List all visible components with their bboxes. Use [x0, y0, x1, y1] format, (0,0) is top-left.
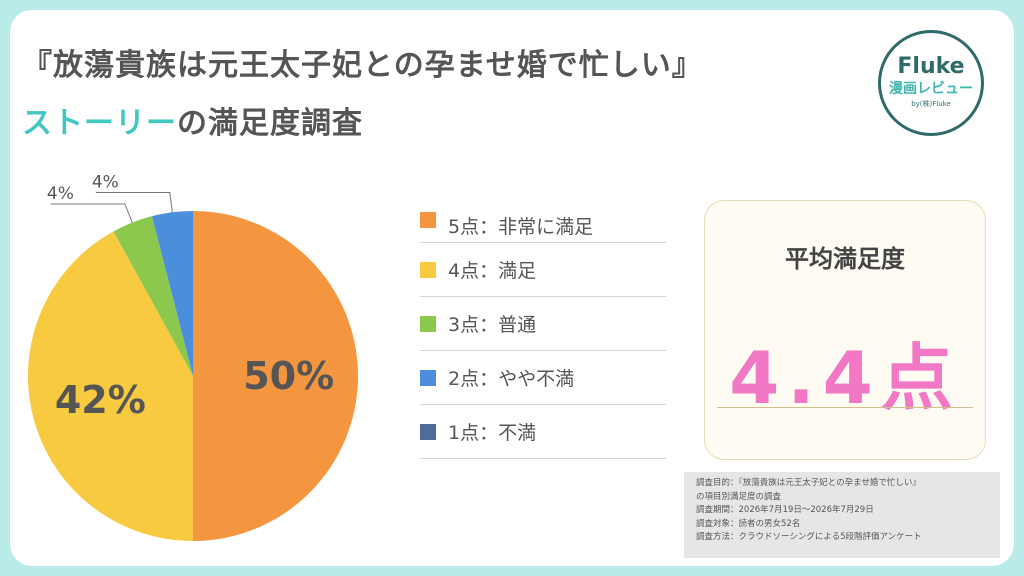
page-title: 『放蕩貴族は元王太子妃との孕ませ婚で忙しい』	[22, 48, 703, 83]
page-subtitle: ストーリーの満足度調査	[22, 98, 363, 142]
fluke-logo: Fluke 漫画レビュー by(株)Fluke	[878, 30, 984, 136]
pie-slice	[113, 216, 193, 376]
chart-legend: 5点：非常に満足 4点：満足 3点：普通 2点：やや不満 1点：不満	[420, 204, 666, 459]
legend-swatch	[420, 315, 436, 332]
slice-label: 42%	[55, 378, 146, 422]
note-line: 調査期間：2026年7月19日〜2026年7月29日	[696, 505, 874, 516]
note-line: 調査方法：クラウドソーシングによる5段階評価アンケート	[696, 532, 922, 543]
logo-by: by(株)Fluke	[911, 100, 951, 108]
pie-slice	[27, 231, 193, 541]
pie-slice	[193, 211, 358, 541]
legend-swatch	[420, 369, 436, 386]
legend-item: 2点：やや不満	[420, 351, 666, 405]
legend-item: 4点：満足	[420, 243, 666, 297]
subtitle-rest: の満足度調査	[177, 106, 363, 141]
legend-label: 1点：不満	[448, 422, 537, 444]
note-line: の項目別満足度の調査	[696, 491, 782, 502]
average-divider	[717, 407, 973, 408]
legend-label: 3点：普通	[448, 314, 537, 336]
average-value: 4.4点	[729, 336, 961, 420]
slice-label: 4%	[92, 172, 119, 192]
legend-item: 1点：不満	[420, 405, 666, 459]
subtitle-accent: ストーリー	[22, 106, 177, 141]
logo-sub: 漫画レビュー	[889, 81, 973, 97]
logo-brand: Fluke	[897, 54, 965, 79]
note-line: 調査目的：『放蕩貴族は元王太子妃との孕ませ婚で忙しい』	[696, 478, 921, 488]
note-line: 調査対象：読者の男女52名	[696, 518, 801, 529]
legend-swatch	[420, 423, 436, 440]
legend-label: 4点：満足	[448, 260, 537, 282]
legend-swatch	[420, 261, 436, 278]
average-score-box: 平均満足度 4.4点	[704, 200, 986, 460]
slice-label: 50%	[243, 354, 334, 398]
legend-item: 5点：非常に満足	[420, 204, 666, 243]
survey-notes: 調査目的：『放蕩貴族は元王太子妃との孕ませ婚で忙しい』 の項目別満足度の調査 調…	[684, 472, 1000, 558]
slice-label: 4%	[47, 184, 74, 204]
leader-line	[50, 203, 133, 223]
average-title: 平均満足度	[785, 245, 905, 273]
legend-swatch	[420, 212, 436, 228]
legend-item: 3点：普通	[420, 297, 666, 351]
leader-line	[95, 191, 173, 213]
legend-label: 5点：非常に満足	[448, 216, 594, 238]
pie-slice	[151, 211, 193, 376]
legend-label: 2点：やや不満	[448, 368, 575, 390]
